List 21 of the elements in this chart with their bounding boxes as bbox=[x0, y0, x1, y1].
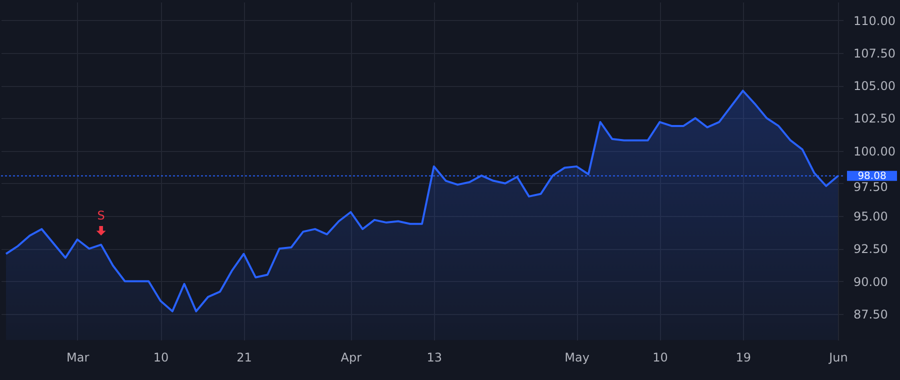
x-tick-label: May bbox=[564, 350, 590, 364]
ref-line-label: 98.08 bbox=[858, 170, 886, 182]
y-tick-label: 87.50 bbox=[854, 307, 888, 322]
x-tick-label: Mar bbox=[66, 350, 90, 364]
x-tick-label: Jun bbox=[828, 350, 848, 364]
y-tick-label: 97.50 bbox=[854, 180, 888, 194]
annotation: S bbox=[97, 208, 105, 223]
y-tick-label: 110.00 bbox=[854, 14, 896, 28]
y-tick-label: 100.00 bbox=[854, 144, 896, 158]
y-tick-label: 95.00 bbox=[854, 210, 888, 224]
x-tick-label: Apr bbox=[340, 350, 362, 364]
y-tick-label: 92.50 bbox=[854, 242, 888, 256]
x-tick-label: 13 bbox=[426, 350, 442, 364]
y-tick-label: 90.00 bbox=[854, 274, 888, 289]
x-tick-label: 19 bbox=[736, 350, 752, 364]
x-tick-label: 10 bbox=[652, 350, 668, 364]
y-tick-label: 107.50 bbox=[854, 46, 896, 60]
y-tick-label: 105.00 bbox=[854, 79, 896, 94]
x-tick-label: 10 bbox=[153, 350, 169, 364]
x-tick-label: 21 bbox=[236, 350, 252, 364]
y-tick-label: 102.50 bbox=[854, 112, 896, 126]
